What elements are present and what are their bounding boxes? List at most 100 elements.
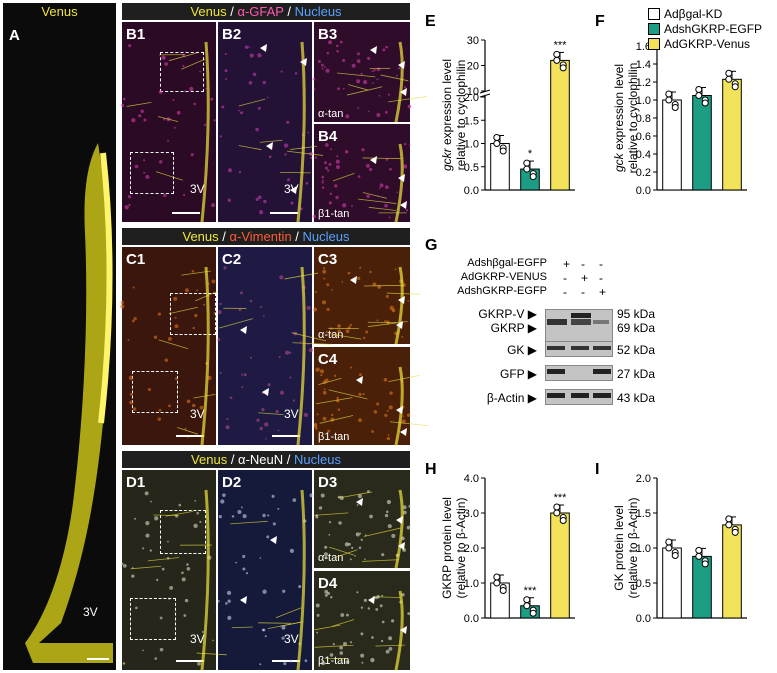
treatment-label: AdGKRP-VENUS [460,271,547,283]
header-sep: / [291,229,303,244]
y-tick-label: 1.6 [636,41,651,53]
header-nucleus: Nucleus [294,4,342,19]
panel-d3-letter: D3 [318,474,338,491]
scale-bar [272,435,300,437]
legend: Adβgal-KD AdshGKRP-EGFP AdGKRP-Venus [648,6,762,51]
header-sep: / [226,4,238,19]
panel-a-3v: 3V [83,605,98,619]
panel-d4-letter: D4 [318,575,338,592]
panel-d2-3v: 3V [284,632,299,646]
band-label: β-Actin ▶ [486,391,537,405]
data-point [523,159,531,167]
bar [692,95,712,191]
data-point [523,596,531,604]
y-tick-label: 30 [467,35,479,47]
data-point [553,56,561,64]
panel-h-letter: H [425,461,437,478]
y-tick-label: 0.4 [636,149,651,161]
header-nucleus: Nucleus [293,452,341,467]
significance-label: * [528,148,533,160]
y-tick-label: 0.0 [636,613,651,625]
header-sep: / [283,452,294,467]
bar [722,78,742,191]
axis-break-mark [479,89,491,94]
panel-c1-letter: C1 [126,251,146,268]
scale-bar [172,212,200,214]
data-point [695,92,703,99]
treatment-mark: - [563,271,567,285]
y-tick-label: 0.2 [636,167,651,179]
treatment-mark: - [599,257,603,271]
band-size-label: 52 kDa [617,343,656,357]
y-tick-label: 0.5 [636,578,651,590]
y-axis-label: GK protein level [612,505,626,590]
band-size-label: 27 kDa [617,367,656,381]
panel-g-letter: G [425,237,437,254]
header-neun: α-NeuN [238,452,284,467]
data-point [493,573,501,581]
y-tick-label: 20 [467,61,479,73]
y-tick-label: 4.0 [464,473,479,485]
charts-canvas: E F G H I 0.00.51.01.52.0102030****gckr … [425,13,747,625]
band [571,313,591,318]
legend-label: Adβgal-KD [664,6,723,21]
panel-c1-image: C1 3V [122,247,216,445]
y-tick-label: 1.0 [464,139,479,151]
legend-swatch [648,37,660,50]
band [593,369,611,374]
chart-F: 0.0 0.2 0.4 0.6 0.8 1.0 1.2 1.4 1.6 gck expressio… [612,41,747,197]
bar [722,524,742,619]
data-point [671,552,679,559]
band [571,319,591,325]
y-axis-label: gck expression level [612,64,626,172]
data-point [725,521,733,529]
roi-box-lower [130,598,176,640]
data-point [695,552,703,560]
treatment-mark: - [581,285,585,299]
row-d-header: Venus / α-NeuN / Nucleus [122,451,410,468]
y-tick-label: 0.8 [636,113,651,125]
significance-label: *** [554,492,568,504]
panel-d4-sublabel: β1-tan [318,655,350,667]
y-tick-label: 10 [467,86,479,98]
y-tick-label: 0.0 [464,185,479,197]
band-label: GFP ▶ [499,367,537,381]
legend-swatch [648,7,660,20]
data-point [731,83,739,91]
panel-a-image: Venus A 3V [3,3,116,670]
data-point [671,104,679,111]
y-tick-label: 1.0 [636,95,651,107]
panel-d1-image: D1 3V [122,470,216,670]
roi-box-lower [132,371,178,413]
band-size-label: 69 kDa [617,321,656,335]
band [593,393,611,398]
header-sep: / [283,4,295,19]
band-size-label: 43 kDa [617,391,656,405]
band [547,346,565,350]
data-point [725,69,733,77]
data-point [529,173,537,181]
y-tick-label: 2.0 [464,543,479,555]
treatment-label: AdshGKRP-EGFP [457,285,547,297]
band [571,346,589,350]
panel-b3-letter: B3 [318,26,338,43]
treatment-label: Adshβgal-EGFP [467,257,547,269]
band [593,320,609,324]
legend-entry: AdshGKRP-EGFP [648,21,762,36]
panel-c2-3v: 3V [284,407,299,421]
header-vimentin: α-Vimentin [229,229,292,244]
band [571,393,589,398]
band-label: GK ▶ [507,343,537,357]
western-blot: Adshβgal-EGFP + - - AdGKRP-VENUS - + - AdshGKRP-… [425,257,770,417]
data-point [493,140,501,147]
panel-d2-image: D2 3V [218,470,312,670]
data-point [499,587,507,594]
data-point [731,528,739,536]
data-point [725,515,733,523]
y-axis-label-2: (relative to β-Actin) [626,498,640,599]
panel-c1-3v: 3V [190,407,205,421]
y-tick-label: 1.2 [636,77,651,89]
y-tick-label: 1.4 [636,59,651,71]
panel-b4-letter: B4 [318,128,338,145]
